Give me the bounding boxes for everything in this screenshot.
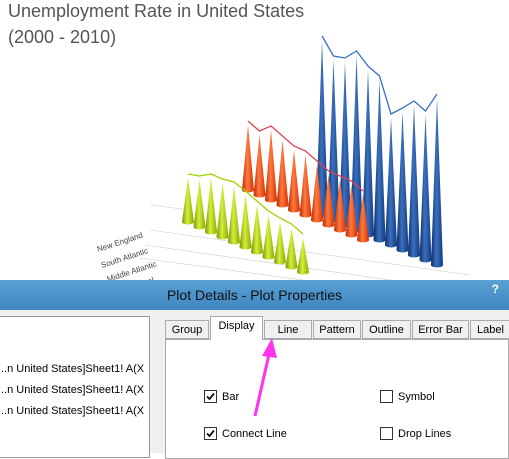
cones: [182, 35, 443, 275]
cone: [316, 40, 328, 215]
cone: [345, 185, 358, 235]
tab[interactable]: Line: [264, 320, 312, 339]
chart-title: Unemployment Rate in United States: [8, 1, 304, 21]
cone: [419, 115, 432, 260]
checkbox-label: Bar: [222, 390, 240, 403]
cone: [299, 155, 312, 215]
cone: [274, 222, 286, 262]
checkbox-label: Symbol: [398, 390, 435, 403]
checkbox-option[interactable]: Drop Lines: [380, 427, 451, 440]
cone: [265, 130, 277, 200]
check-mark: [206, 429, 215, 438]
check-mark: [206, 392, 215, 401]
cone: [288, 150, 300, 210]
cone: [285, 228, 298, 267]
checkbox-label: Connect Line: [222, 427, 287, 440]
tab-bar: Group Display Line Pattern Outline Error Bar L…: [165, 316, 509, 340]
connect-line: [321, 35, 438, 115]
checkbox-label: Drop Lines: [398, 427, 452, 440]
cone: [339, 62, 351, 225]
cone: [216, 183, 229, 237]
list-item[interactable]: ..n United States]Sheet1! A(X: [1, 363, 145, 375]
cone: [327, 60, 340, 220]
tab[interactable]: Display: [210, 316, 263, 340]
dialog-title: Plot Details - Plot Properties: [166, 287, 343, 303]
checkbox-option[interactable]: Bar: [204, 390, 239, 403]
checkbox[interactable]: [204, 427, 217, 440]
cone: [251, 205, 263, 252]
dialog-title-bar: Plot Details - Plot Properties ?: [0, 280, 509, 310]
cone: [373, 80, 386, 240]
connect-line: [187, 173, 304, 235]
cone: [334, 180, 346, 230]
cone: [362, 70, 374, 235]
cone: [408, 105, 420, 255]
cone: [431, 98, 443, 265]
cone: [182, 178, 194, 222]
cone: [193, 180, 206, 227]
cone: [276, 140, 289, 205]
cone: [322, 175, 335, 225]
cone: [357, 195, 369, 240]
list-item[interactable]: ..n United States]Sheet1! A(X: [1, 384, 145, 396]
dialog: Plot Details - Plot Properties ? ..n Uni…: [0, 280, 509, 459]
checkbox-option[interactable]: Symbol: [380, 390, 435, 403]
tab[interactable]: Pattern: [313, 320, 361, 339]
cone: [242, 125, 254, 190]
cone: [396, 112, 409, 250]
cone: [385, 118, 397, 245]
cone: [262, 215, 275, 257]
checkbox[interactable]: [380, 427, 393, 440]
display-panel: Bar Symbol Connect Line Drop Lines: [165, 339, 509, 459]
tab[interactable]: Error Bar: [412, 320, 469, 339]
checkbox[interactable]: [204, 390, 217, 403]
cone: [205, 178, 217, 232]
help-button[interactable]: ?: [491, 282, 499, 296]
cone: [253, 135, 266, 195]
tab[interactable]: Outline: [362, 320, 411, 339]
chart-subtitle: (2000 - 2010): [8, 27, 116, 47]
cone: [239, 195, 252, 247]
chart: Unemployment Rate in United States (2000…: [8, 1, 471, 300]
list-item[interactable]: ..n United States]Sheet1! A(X: [1, 405, 145, 417]
tab[interactable]: Group: [165, 320, 209, 339]
checkbox-option[interactable]: Connect Line: [204, 427, 287, 440]
checkbox[interactable]: [380, 390, 393, 403]
connect-line: [247, 120, 364, 192]
cone: [297, 238, 309, 272]
cone: [350, 55, 363, 230]
tab[interactable]: Label: [470, 320, 509, 339]
cone: [228, 186, 240, 242]
plot-list: ..n United States]Sheet1! A(X ..n United …: [0, 316, 150, 458]
cone: [311, 165, 323, 220]
